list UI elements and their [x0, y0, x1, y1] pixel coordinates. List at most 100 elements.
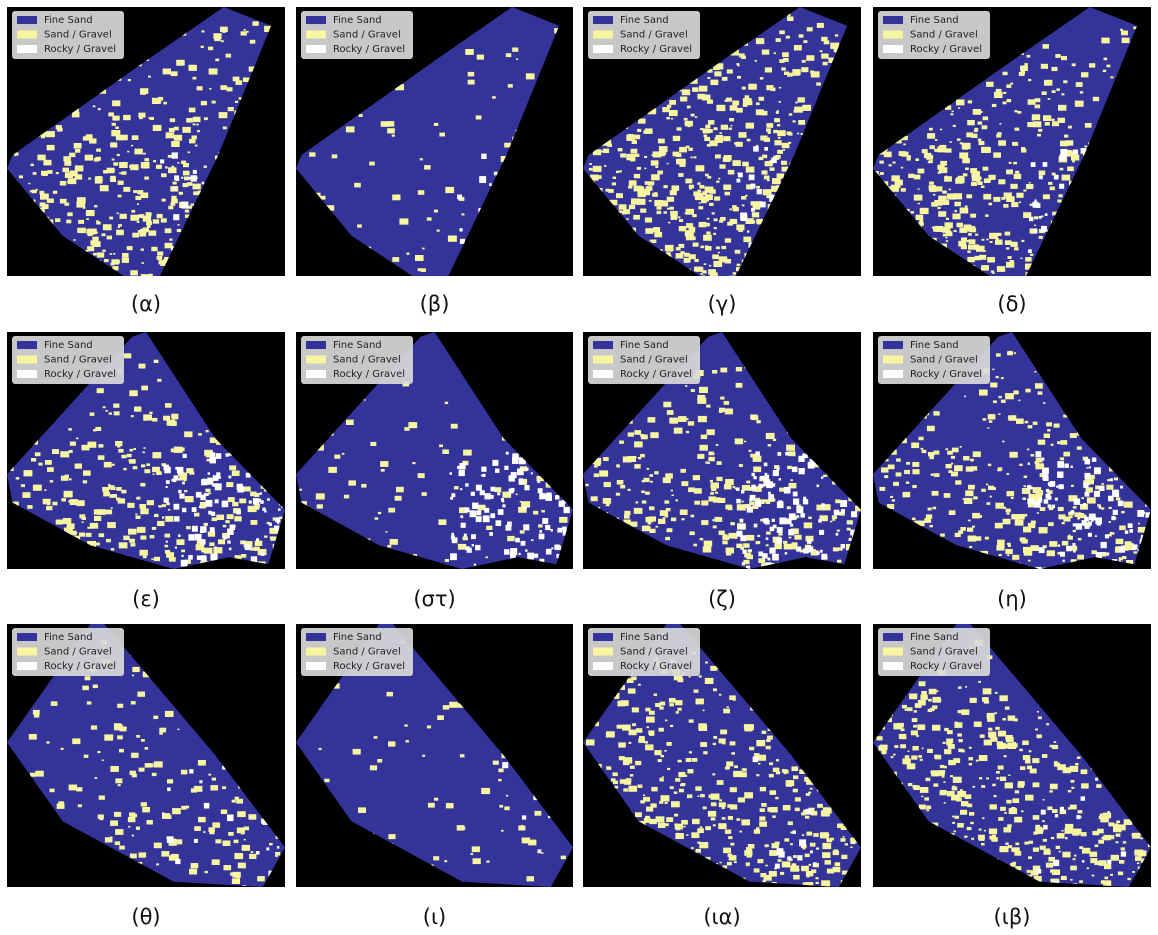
sand-gravel-patch [193, 117, 201, 122]
sand-gravel-patch [184, 431, 192, 437]
sand-gravel-patch [670, 725, 673, 727]
legend-swatch [593, 341, 613, 349]
sand-gravel-patch [174, 135, 182, 141]
sand-gravel-patch [735, 438, 743, 444]
rocky-gravel-patch [753, 476, 756, 479]
sand-gravel-patch [209, 831, 214, 835]
sand-gravel-patch [424, 165, 431, 170]
sand-gravel-patch [1073, 530, 1076, 532]
sand-gravel-patch [390, 539, 398, 545]
rocky-gravel-patch [188, 555, 193, 560]
sand-gravel-patch [98, 108, 101, 110]
rocky-gravel-patch [768, 492, 771, 495]
sand-gravel-patch [95, 176, 103, 181]
sand-gravel-patch [668, 222, 670, 224]
sand-gravel-patch [181, 770, 188, 775]
legend-label: Fine Sand [333, 340, 382, 351]
sand-gravel-patch [1038, 391, 1043, 394]
sand-gravel-patch [1017, 111, 1021, 114]
rocky-gravel-patch [216, 453, 222, 459]
sand-gravel-patch [275, 855, 278, 857]
sand-gravel-patch [220, 27, 228, 32]
sand-gravel-patch [766, 544, 769, 546]
sand-gravel-patch [968, 233, 972, 236]
sand-gravel-patch [661, 755, 664, 757]
sand-gravel-patch [963, 456, 969, 461]
sand-gravel-patch [743, 543, 749, 548]
rocky-gravel-patch [1120, 486, 1123, 489]
sand-gravel-patch [264, 536, 267, 538]
sand-gravel-patch [718, 823, 726, 829]
rocky-gravel-patch [769, 548, 775, 554]
sand-gravel-patch [669, 703, 674, 706]
sand-gravel-patch [445, 559, 449, 562]
sand-gravel-patch [663, 185, 667, 188]
rocky-gravel-patch [736, 487, 740, 491]
sand-gravel-patch [793, 789, 798, 793]
sand-gravel-patch [1052, 119, 1055, 121]
sand-gravel-patch [726, 481, 730, 484]
sand-gravel-patch [1031, 454, 1035, 457]
sand-gravel-patch [127, 503, 134, 508]
sand-gravel-patch [960, 527, 966, 531]
sand-gravel-patch [695, 193, 704, 199]
sand-gravel-patch [1077, 446, 1082, 449]
legend-label: Rocky / Gravel [44, 369, 116, 380]
sand-gravel-patch [1012, 555, 1019, 560]
sand-gravel-patch [116, 487, 122, 491]
sand-gravel-patch [695, 116, 697, 118]
sand-gravel-patch [1058, 507, 1064, 511]
legend-label: Rocky / Gravel [620, 369, 692, 380]
sand-gravel-patch [940, 534, 945, 537]
rocky-gravel-patch [450, 472, 453, 475]
sand-gravel-patch [1011, 202, 1018, 207]
sand-gravel-patch [1001, 197, 1005, 200]
sand-gravel-patch [993, 197, 1000, 202]
sand-gravel-patch [988, 486, 994, 490]
sand-gravel-patch [701, 435, 707, 440]
sand-gravel-patch [934, 451, 940, 455]
sand-gravel-patch [100, 185, 109, 191]
sand-gravel-patch [206, 460, 208, 462]
sand-gravel-patch [816, 848, 819, 850]
rocky-gravel-patch [227, 535, 230, 538]
sand-gravel-patch [1058, 514, 1065, 519]
sand-gravel-patch [129, 459, 136, 464]
sand-gravel-patch [141, 464, 145, 467]
sand-gravel-patch [175, 839, 182, 844]
sand-gravel-patch [990, 241, 993, 243]
rocky-gravel-patch [766, 481, 773, 488]
sand-gravel-patch [770, 167, 775, 171]
sand-gravel-patch [938, 196, 947, 202]
rocky-gravel-patch [817, 485, 820, 488]
sand-gravel-patch [634, 174, 640, 178]
rocky-gravel-patch [1047, 496, 1051, 500]
rocky-gravel-patch [1030, 487, 1033, 490]
sand-gravel-patch [741, 196, 746, 200]
rocky-gravel-patch [227, 529, 234, 536]
sand-gravel-patch [93, 105, 96, 107]
sand-gravel-patch [998, 413, 1000, 415]
sand-gravel-patch [184, 490, 187, 492]
sand-gravel-patch [342, 453, 345, 455]
sand-gravel-patch [669, 100, 676, 105]
sand-gravel-patch [665, 537, 670, 540]
sand-gravel-patch [1063, 80, 1067, 83]
sand-gravel-patch [520, 530, 525, 533]
sand-gravel-patch [664, 211, 668, 213]
rocky-gravel-patch [777, 452, 781, 456]
sand-gravel-patch [671, 215, 678, 220]
sand-gravel-patch [607, 144, 612, 147]
sand-gravel-patch [932, 226, 935, 228]
sand-gravel-patch [777, 150, 783, 154]
sand-gravel-patch [628, 432, 634, 436]
sand-gravel-patch [970, 168, 977, 173]
sand-gravel-patch [921, 448, 924, 450]
sand-gravel-patch [131, 753, 139, 758]
rocky-gravel-patch [1086, 475, 1090, 479]
sand-gravel-patch [332, 154, 338, 158]
sand-gravel-patch [927, 133, 935, 139]
sand-gravel-patch [144, 419, 147, 421]
sand-gravel-patch [146, 463, 150, 466]
rocky-gravel-patch [1066, 546, 1071, 551]
